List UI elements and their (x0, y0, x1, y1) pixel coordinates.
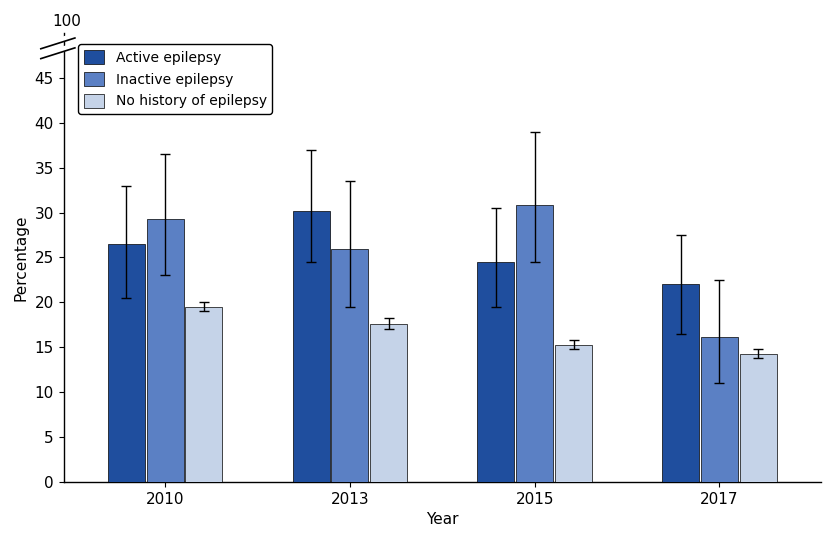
Bar (478, 262, 514, 482)
Bar (185, 307, 222, 482)
Bar (292, 211, 330, 482)
Y-axis label: Percentage: Percentage (14, 214, 29, 301)
Bar (701, 338, 738, 482)
X-axis label: Year: Year (426, 512, 458, 527)
Bar (662, 285, 699, 482)
Bar (108, 244, 144, 482)
Bar (370, 324, 407, 482)
Legend: Active epilepsy, Inactive epilepsy, No history of epilepsy: Active epilepsy, Inactive epilepsy, No h… (78, 44, 272, 114)
Text: 100: 100 (52, 14, 81, 29)
Bar (555, 345, 592, 482)
Bar (147, 219, 184, 482)
Bar (740, 354, 777, 482)
Bar (516, 206, 554, 482)
Bar (331, 249, 368, 482)
